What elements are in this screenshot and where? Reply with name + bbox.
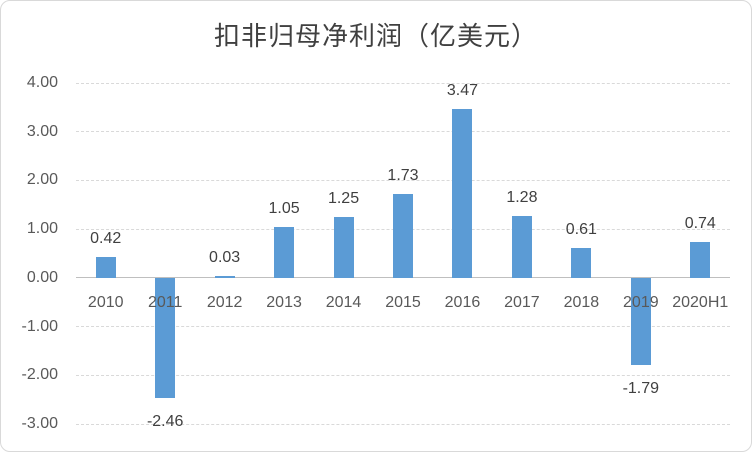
bar-value-label: 1.28: [506, 188, 538, 206]
y-gridline: [76, 374, 730, 376]
y-axis-tick-label: 3.00: [26, 122, 58, 140]
x-axis-tick-label: 2019: [623, 293, 659, 311]
bar-value-label: 0.03: [209, 248, 241, 266]
x-axis-tick-label: 2013: [266, 293, 302, 311]
bar-2012: [214, 275, 235, 278]
x-axis-tick-label: 2010: [87, 293, 124, 311]
bar-value-label: 1.73: [387, 166, 419, 184]
x-axis-tick-label: 2016: [444, 293, 481, 311]
x-axis-tick-label: 2018: [563, 293, 600, 311]
bar-value-label: -2.46: [146, 412, 184, 430]
y-axis-tick-label: 1.00: [26, 220, 58, 238]
x-axis-tick-label: 2017: [504, 293, 540, 311]
y-axis-tick-label: 0.00: [26, 268, 58, 286]
y-axis-tick-label: -1.00: [21, 317, 58, 335]
bar-2018: [571, 248, 592, 278]
y-axis-tick-label: 2.00: [26, 171, 58, 189]
bar-2017: [511, 215, 532, 278]
bar-2015: [393, 193, 413, 278]
x-axis-tick-label: 2015: [385, 293, 421, 311]
y-gridline: [76, 326, 730, 328]
y-axis-tick-label: 4.00: [26, 74, 58, 91]
bar-value-label: -1.79: [622, 380, 660, 398]
y-gridline: [76, 179, 730, 181]
y-gridline: [76, 82, 730, 84]
bar-2014: [333, 216, 354, 278]
x-axis-tick-label: 2011: [147, 293, 183, 311]
x-axis-zero-line: [76, 277, 730, 279]
bar-2020H1: [690, 241, 711, 278]
y-gridline: [76, 131, 730, 133]
x-axis-tick-label: 2012: [206, 293, 243, 311]
x-axis-tick-label: 2014: [325, 293, 362, 311]
chart-title: 扣非归母净利润（亿美元）: [213, 22, 538, 51]
bar-value-label: 0.61: [565, 221, 597, 239]
y-axis-tick-label: -3.00: [21, 415, 58, 432]
bar-value-label: 0.42: [90, 230, 122, 248]
bar-value-label: 1.05: [268, 199, 300, 217]
bar-value-label: 3.47: [446, 81, 479, 99]
bar-2011: [155, 277, 176, 398]
bar-value-label: 1.25: [327, 189, 360, 207]
bar-2010: [95, 257, 116, 278]
bar-value-label: 0.74: [684, 214, 716, 232]
bar-2013: [274, 226, 295, 278]
y-axis-tick-label: -2.00: [21, 366, 58, 384]
x-axis-tick-label: 2020H1: [672, 293, 729, 311]
bar-2019: [630, 277, 651, 366]
bar-2016: [452, 108, 473, 278]
y-gridline: [76, 423, 730, 425]
